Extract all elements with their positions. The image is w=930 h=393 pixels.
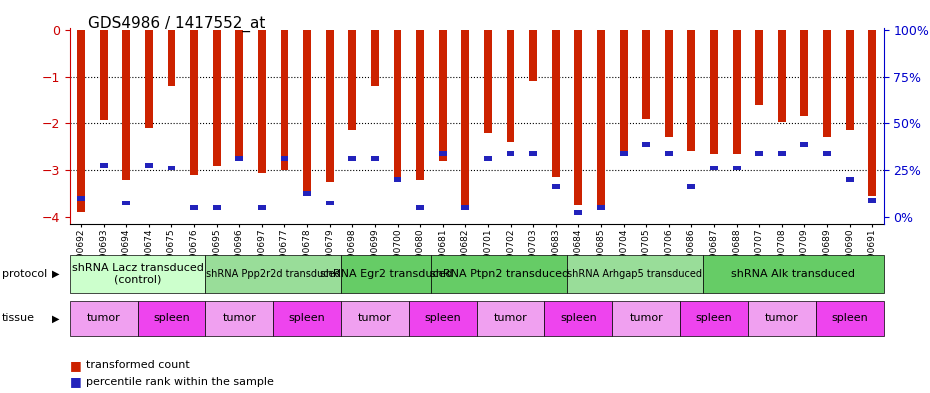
Text: tissue: tissue xyxy=(2,313,34,323)
Text: transformed count: transformed count xyxy=(86,360,191,371)
Bar xyxy=(303,191,311,196)
Bar xyxy=(823,30,830,138)
Bar xyxy=(484,30,492,133)
Bar xyxy=(439,30,446,161)
Bar xyxy=(123,200,130,205)
Bar xyxy=(326,30,334,182)
Bar xyxy=(439,151,446,156)
Text: protocol: protocol xyxy=(2,269,47,279)
Bar xyxy=(507,30,514,142)
Bar xyxy=(643,142,650,147)
Bar xyxy=(551,30,560,177)
Bar xyxy=(733,165,740,170)
Bar xyxy=(619,30,628,151)
Text: ■: ■ xyxy=(70,375,82,389)
Bar xyxy=(416,205,424,210)
Bar xyxy=(484,156,492,161)
Bar xyxy=(123,30,130,180)
Bar xyxy=(575,210,582,215)
Text: tumor: tumor xyxy=(764,313,799,323)
Text: spleen: spleen xyxy=(288,313,326,323)
Bar xyxy=(710,30,718,154)
Text: tumor: tumor xyxy=(494,313,527,323)
Bar xyxy=(77,30,85,212)
Bar xyxy=(551,184,560,189)
Text: tumor: tumor xyxy=(86,313,121,323)
Bar xyxy=(393,30,402,177)
Text: spleen: spleen xyxy=(696,313,732,323)
Bar xyxy=(371,156,379,161)
Bar xyxy=(710,165,718,170)
Bar xyxy=(167,30,176,86)
Bar xyxy=(619,151,628,156)
Bar xyxy=(100,30,108,120)
Bar xyxy=(597,205,605,210)
Bar xyxy=(529,151,538,156)
Bar xyxy=(100,163,108,168)
Bar xyxy=(755,30,764,105)
Bar xyxy=(235,30,244,158)
Bar xyxy=(281,30,288,170)
Text: ■: ■ xyxy=(70,359,82,372)
Bar xyxy=(213,30,220,165)
Bar xyxy=(597,30,605,210)
Bar xyxy=(529,30,538,81)
Bar xyxy=(869,198,876,203)
Bar xyxy=(777,151,786,156)
Bar xyxy=(687,184,696,189)
Bar xyxy=(145,163,153,168)
Text: shRNA Alk transduced: shRNA Alk transduced xyxy=(731,269,855,279)
Text: spleen: spleen xyxy=(831,313,868,323)
Text: shRNA Lacz transduced
(control): shRNA Lacz transduced (control) xyxy=(72,263,204,285)
Text: shRNA Arhgap5 transduced: shRNA Arhgap5 transduced xyxy=(567,269,702,279)
Bar xyxy=(461,30,470,205)
Text: ▶: ▶ xyxy=(52,313,60,323)
Bar xyxy=(801,30,808,116)
Text: GDS4986 / 1417552_at: GDS4986 / 1417552_at xyxy=(88,16,266,32)
Bar xyxy=(755,151,764,156)
Bar xyxy=(167,165,176,170)
Bar xyxy=(213,205,220,210)
Bar xyxy=(416,30,424,180)
Bar xyxy=(823,151,830,156)
Text: shRNA Egr2 transduced: shRNA Egr2 transduced xyxy=(320,269,453,279)
Bar xyxy=(145,30,153,128)
Bar xyxy=(77,196,85,200)
Bar xyxy=(575,30,582,205)
Bar xyxy=(643,30,650,119)
Bar xyxy=(869,30,876,196)
Bar xyxy=(235,156,244,161)
Bar xyxy=(371,30,379,86)
Bar xyxy=(507,151,514,156)
Text: ▶: ▶ xyxy=(52,269,60,279)
Bar xyxy=(393,177,402,182)
Text: shRNA Ppp2r2d transduced: shRNA Ppp2r2d transduced xyxy=(206,269,340,279)
Bar xyxy=(349,156,356,161)
Bar xyxy=(326,200,334,205)
Text: percentile rank within the sample: percentile rank within the sample xyxy=(86,377,274,387)
Text: spleen: spleen xyxy=(560,313,597,323)
Text: shRNA Ptpn2 transduced: shRNA Ptpn2 transduced xyxy=(430,269,569,279)
Bar xyxy=(349,30,356,130)
Bar xyxy=(777,30,786,123)
Bar xyxy=(303,30,311,194)
Text: tumor: tumor xyxy=(630,313,663,323)
Bar xyxy=(665,30,672,138)
Bar xyxy=(461,205,470,210)
Bar xyxy=(733,30,740,154)
Bar xyxy=(281,156,288,161)
Text: tumor: tumor xyxy=(222,313,256,323)
Bar xyxy=(845,30,854,130)
Text: spleen: spleen xyxy=(153,313,190,323)
Bar xyxy=(258,30,266,173)
Text: spleen: spleen xyxy=(424,313,461,323)
Bar xyxy=(258,205,266,210)
Bar xyxy=(190,30,198,175)
Bar xyxy=(845,177,854,182)
Bar xyxy=(665,151,672,156)
Bar xyxy=(687,30,696,151)
Bar xyxy=(801,142,808,147)
Bar xyxy=(190,205,198,210)
Text: tumor: tumor xyxy=(358,313,392,323)
